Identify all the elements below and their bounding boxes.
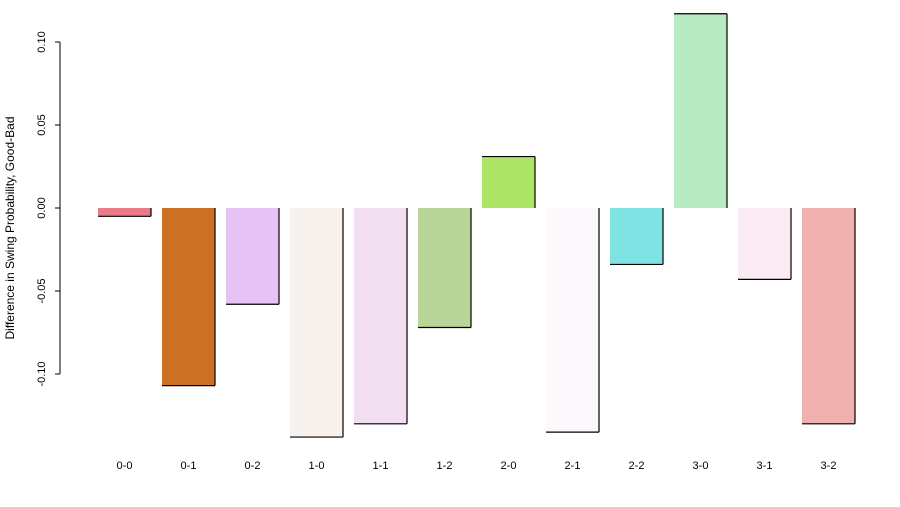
x-tick-label: 3-1 [757,460,773,472]
x-tick-label: 3-2 [821,460,837,472]
y-axis: -0.10 -0.05 0.00 0.05 0.10 [36,31,61,387]
y-tick-label: 0.10 [36,31,48,52]
x-tick-label: 1-1 [373,460,389,472]
bar-rect [354,208,407,424]
bar-rect [98,208,151,217]
x-tick-label: 2-2 [629,460,645,472]
bar-rect [482,156,535,208]
bar-rect [226,208,279,305]
bar-2-0 [482,155,536,208]
bar-rect [738,208,791,280]
bar-rect [610,208,663,265]
bar-0-1 [162,208,216,387]
bar-0-0 [98,208,152,217]
x-tick-label: 3-0 [693,460,709,472]
y-axis-label: Difference in Swing Probability, Good-Ba… [3,116,17,339]
bar-3-0 [674,13,728,209]
y-tick-label: -0.05 [36,278,48,303]
x-tick-label: 2-1 [565,460,581,472]
bar-1-0 [290,208,344,438]
bar-0-2 [226,208,280,305]
x-tick-label: 2-0 [501,460,517,472]
bar-3-2 [802,208,856,425]
bar-1-2 [418,208,472,329]
bar-1-1 [354,208,408,425]
x-tick-label: 0-2 [245,460,261,472]
x-tick-label: 0-1 [181,460,197,472]
y-tick-label: 0.05 [36,114,48,135]
y-tick-label: 0.00 [36,197,48,218]
x-tick-label: 1-0 [309,460,325,472]
bars [98,13,856,438]
bar-2-1 [546,208,600,433]
y-tick-label: -0.10 [36,361,48,386]
bar-3-1 [738,208,792,280]
bar-rect [290,208,343,438]
bar-rect [418,208,471,328]
bar-rect [802,208,855,424]
bar-rect [546,208,599,433]
category-labels: 0-0 0-1 0-2 1-0 1-1 1-2 2-0 2-1 2-2 3-0 3-1 3-2 [117,460,837,472]
bar-2-2 [610,208,664,266]
x-tick-label: 1-2 [437,460,453,472]
bar-rect [674,13,727,209]
bar-rect [162,208,215,386]
x-tick-label: 0-0 [117,460,133,472]
